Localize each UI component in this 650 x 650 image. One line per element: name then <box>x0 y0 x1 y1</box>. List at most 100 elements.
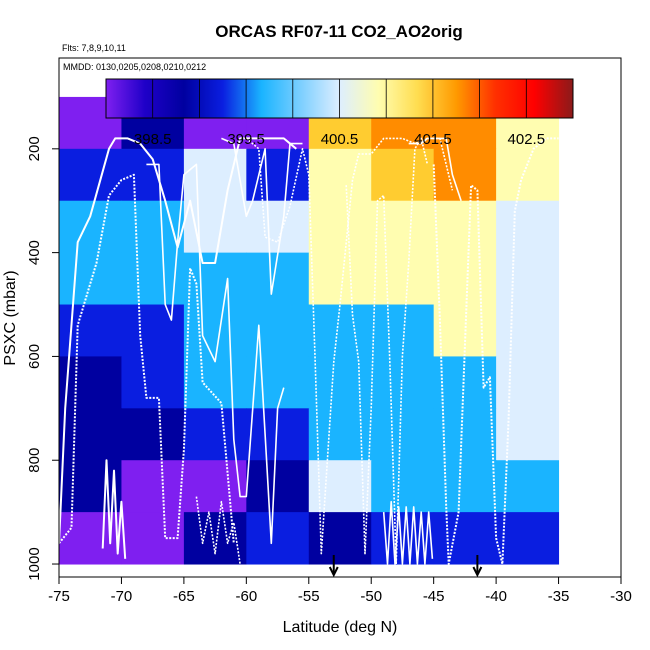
x-tick-label: -35 <box>548 588 570 605</box>
heatmap-cell <box>496 304 560 357</box>
heatmap-cell <box>59 200 122 254</box>
heatmap-cell <box>59 512 122 565</box>
heatmap-cell <box>371 460 435 513</box>
flight-track <box>58 137 297 544</box>
heatmap-cell <box>183 356 247 409</box>
x-tick-label: -75 <box>48 588 70 605</box>
heatmap-cell <box>496 408 560 461</box>
colorbar-tick-label: 400.5 <box>321 131 359 148</box>
flight-track <box>432 137 559 565</box>
chart-title: ORCAS RF07-11 CO2_AO2orig <box>215 22 463 41</box>
flight-track <box>101 459 127 559</box>
dates-label: MMDD: 0130,0205,0208,0210,0212 <box>63 62 206 72</box>
heatmap-cell <box>433 512 497 565</box>
flight-track <box>382 500 434 565</box>
colorbar-tick-label: 399.5 <box>227 131 265 148</box>
x-tick-label: -60 <box>235 588 257 605</box>
flight-track <box>408 137 462 201</box>
heatmap-cell <box>121 512 185 565</box>
heatmap-cell <box>496 200 560 254</box>
heatmap-cell <box>246 304 310 357</box>
heatmap-cell <box>59 252 122 306</box>
heatmap-cell <box>121 148 185 202</box>
heatmap-cell <box>433 252 497 306</box>
heatmap-cell <box>496 460 560 513</box>
heatmap-cell <box>371 356 435 409</box>
heatmap-cell <box>371 252 435 306</box>
colorbar-tick-labels: 398.5 399.5 400.5 401.5 402.5 <box>134 131 545 148</box>
heatmap-cell <box>59 148 122 202</box>
heatmap-cell <box>371 408 435 461</box>
flight-track <box>221 137 303 295</box>
heatmap-cell <box>246 460 310 513</box>
flight-tracks <box>58 137 559 565</box>
y-axis-label: PSXC (mbar) <box>2 270 19 365</box>
y-axis: 200 400 600 800 1000 <box>26 136 59 581</box>
heatmap-cell <box>183 148 247 202</box>
x-tick-label: -50 <box>360 588 382 605</box>
heatmap-cell <box>121 356 185 409</box>
flight-track <box>195 496 241 565</box>
heatmap-cell <box>308 200 372 254</box>
heatmap-cell <box>433 200 497 254</box>
heatmap-cell <box>59 408 122 461</box>
heatmap-cell <box>246 356 310 409</box>
plot-region <box>58 96 560 578</box>
x-tick-label: -40 <box>485 588 507 605</box>
flight-track <box>345 137 429 565</box>
heatmap-cell <box>59 356 122 409</box>
heatmap-cell <box>371 304 435 357</box>
y-tick-label: 200 <box>26 136 43 161</box>
flights-label: Flts: 7,8,9,10,11 <box>62 43 126 53</box>
y-tick-label: 600 <box>26 344 43 369</box>
arrow-marker-head <box>472 566 483 578</box>
heatmap-cell <box>496 148 560 202</box>
heatmap-cell <box>496 512 560 565</box>
y-tick-label: 400 <box>26 240 43 265</box>
x-tick-label: -30 <box>610 588 632 605</box>
heatmap-cell <box>496 356 560 409</box>
colorbar <box>105 78 574 119</box>
heatmap-cell <box>121 408 185 461</box>
heatmap-cell <box>246 252 310 306</box>
x-tick-label: -45 <box>423 588 445 605</box>
heatmap-cell <box>433 148 497 202</box>
arrow-marker-head <box>328 566 339 578</box>
heatmap-cell <box>308 356 372 409</box>
heatmap-cell <box>308 304 372 357</box>
colorbar-tick-label: 401.5 <box>414 131 452 148</box>
arrow-markers <box>328 555 483 578</box>
heatmap-cell <box>371 148 435 202</box>
heatmap-cell <box>496 252 560 306</box>
heatmap-cell <box>308 252 372 306</box>
x-tick-label: -55 <box>298 588 320 605</box>
heatmap-cell <box>246 512 310 565</box>
flight-track <box>58 173 235 544</box>
heatmap-cell <box>433 460 497 513</box>
x-tick-label: -70 <box>111 588 133 605</box>
plot-frame <box>58 57 622 578</box>
heatmap-cell <box>183 512 247 565</box>
x-axis: -75 -70 -65 -60 -55 -50 -45 -40 -35 -30 <box>48 577 632 605</box>
heatmap-cell <box>121 200 185 254</box>
heatmap-cell <box>183 408 247 461</box>
heatmap-cell <box>308 148 372 202</box>
flight-track <box>146 163 285 545</box>
heatmap-cell <box>183 304 247 357</box>
heatmap-cell <box>59 304 122 357</box>
heatmap-cell <box>371 200 435 254</box>
heatmap-cells <box>59 96 560 565</box>
x-axis-label: Latitude (deg N) <box>283 619 398 636</box>
x-tick-label: -65 <box>173 588 195 605</box>
y-tick-label: 1000 <box>26 547 43 580</box>
colorbar-tick-label: 398.5 <box>134 131 172 148</box>
heatmap-cell <box>246 148 310 202</box>
heatmap-cell <box>183 200 247 254</box>
y-tick-label: 800 <box>26 448 43 473</box>
heatmap-cell <box>246 200 310 254</box>
heatmap-cell <box>121 460 185 513</box>
flight-track <box>245 137 454 555</box>
colorbar-tick-label: 402.5 <box>508 131 546 148</box>
heatmap-cell <box>121 304 185 357</box>
